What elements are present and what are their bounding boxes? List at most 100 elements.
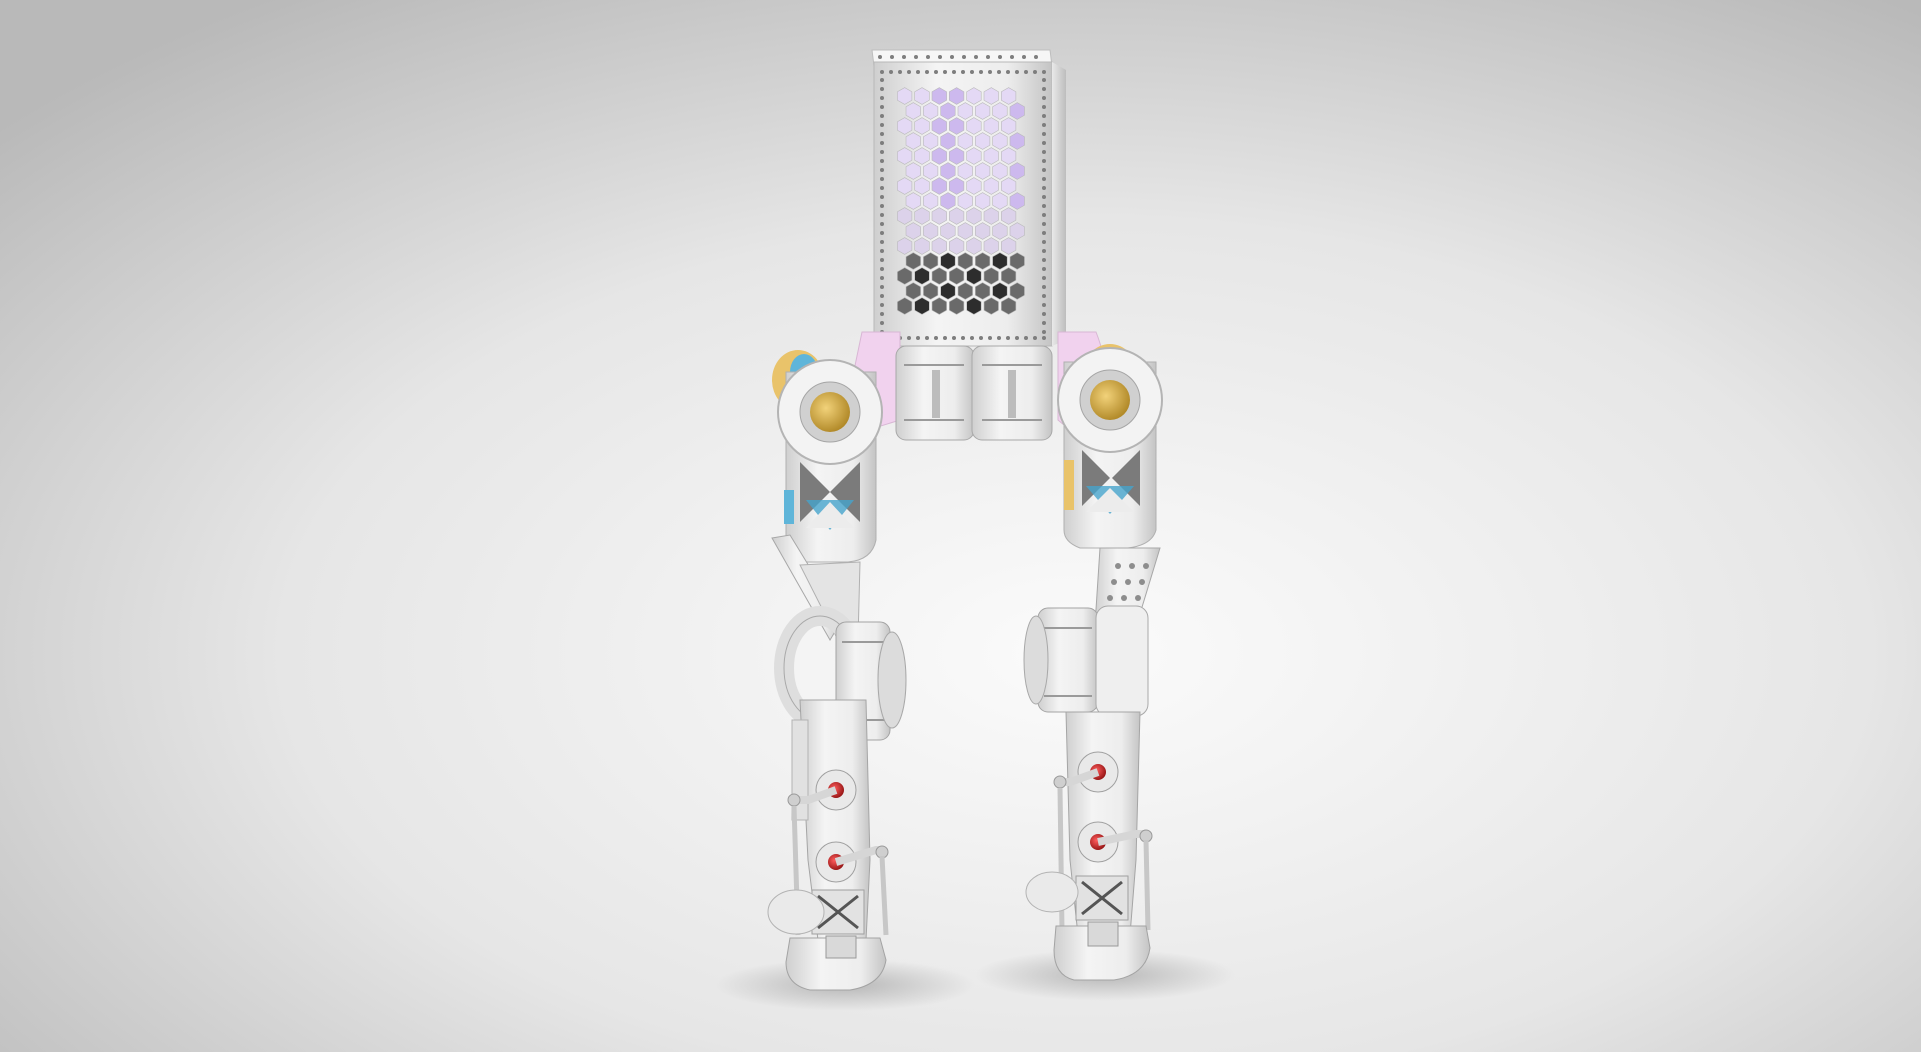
perforation-dot [1010,55,1014,59]
hex-cell [957,222,973,240]
perforation-dot [880,150,884,154]
hex-cell [1009,222,1025,240]
perforation-dot [880,294,884,298]
hex-cell [966,147,982,165]
hex-cell [948,117,965,135]
hex-cell [923,162,939,180]
perforation-dot [1042,159,1046,163]
hex-cell [966,297,982,315]
hex-cell [983,237,999,255]
hex-cell [957,192,973,210]
perforation-dot [986,55,990,59]
hex-cell [1000,237,1017,255]
hex-cell [923,222,939,240]
perforation-dot [889,70,893,74]
hex-cell [940,102,956,120]
perforation-dot [880,321,884,325]
perforation-dot [1042,303,1046,307]
hex-cell [931,87,947,105]
perforation-dot [962,55,966,59]
perforation-dot [890,55,894,59]
perforation-dot [1042,213,1046,217]
perforation-dot [1034,55,1038,59]
hex-cell [897,117,913,135]
perforation-dot [1024,336,1028,340]
hex-cell [931,267,947,285]
perforation-dot [880,87,884,91]
hex-cell [974,222,991,240]
hex-cell [1000,117,1017,135]
hex-cell [957,102,973,120]
perforation-dot [880,132,884,136]
hex-cell [966,117,982,135]
right-leg [1023,344,1163,981]
hip-servo-center [895,345,1053,441]
perforation-dot [880,303,884,307]
perforation-dot [1015,70,1019,74]
hex-cell [897,147,913,165]
hex-cell [914,297,930,315]
perforation-dot [1042,70,1046,74]
hex-cell [923,102,939,120]
perforation-dot [1022,55,1026,59]
perforation-dot [880,123,884,127]
hex-cell [1009,282,1025,300]
hex-cell [983,177,999,195]
hex-cell [983,267,999,285]
perforation-dot [880,231,884,235]
perforation-dot [1006,336,1010,340]
perforation-dot [1042,78,1046,82]
perforation-dot [1042,222,1046,226]
hex-cell [940,162,956,180]
hex-cell [931,177,947,195]
hex-grid [897,87,1025,315]
hex-cell [914,87,930,105]
perforation-dot [1042,336,1046,340]
perforation-dot [1042,285,1046,289]
hex-cell [897,177,913,195]
perforation-dot [1042,105,1046,109]
perforation-dot [880,78,884,82]
hex-cell [966,177,982,195]
hex-cell [983,147,999,165]
hex-cell [992,222,1008,240]
hex-cell [914,177,930,195]
perforation-dot [1042,96,1046,100]
perforation-dot [1042,177,1046,181]
hex-cell [931,207,947,225]
hex-cell [940,192,956,210]
perforation-dot [880,267,884,271]
hex-cell [974,132,991,150]
perforation-dot [880,258,884,262]
hex-cell [940,282,956,300]
hex-cell [931,147,947,165]
perforation-dot [970,70,974,74]
perforation-dot [961,70,965,74]
servo-motor-icon [810,392,850,432]
perforation-dot [898,70,902,74]
hex-cell [992,132,1008,150]
perforation-dot [880,204,884,208]
hex-cell [897,267,913,285]
perforation-dot [880,285,884,289]
hex-cell [905,282,921,300]
perforation-dot [974,55,978,59]
perforation-dot [880,168,884,172]
hex-cell [923,192,939,210]
hex-cell [983,87,999,105]
perforation-dot [902,55,906,59]
perforation-dot [1006,70,1010,74]
hex-cell [974,162,991,180]
perforation-dot [1042,150,1046,154]
perforation-dot [1042,195,1046,199]
perforation-dot [1042,132,1046,136]
hex-cell [948,87,965,105]
perforation-dot [878,55,882,59]
hex-cell [948,207,965,225]
hex-cell [914,117,930,135]
perforation-dot [979,336,983,340]
hex-cell [1009,252,1025,270]
hex-cell [992,162,1008,180]
perforation-dot [950,55,954,59]
servo-motor-icon [1090,380,1130,420]
